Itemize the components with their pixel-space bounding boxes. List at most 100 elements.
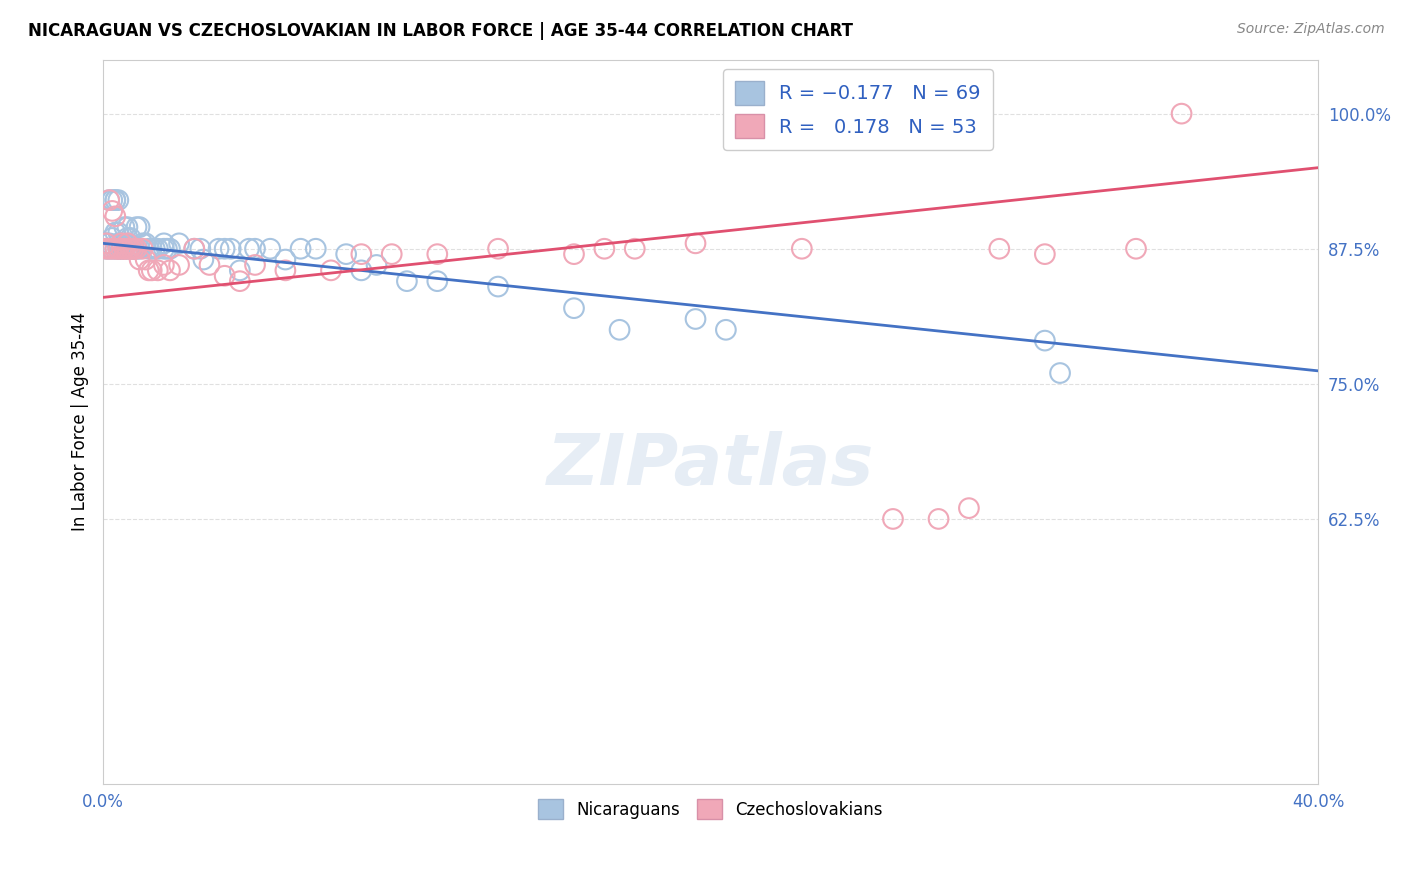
Point — [98, 193, 121, 207]
Point — [1033, 247, 1056, 261]
Point — [153, 258, 176, 272]
Point — [112, 242, 135, 256]
Point — [104, 242, 127, 256]
Point — [138, 263, 160, 277]
Point — [101, 242, 124, 256]
Point — [98, 242, 121, 256]
Point — [131, 242, 153, 256]
Point — [107, 193, 129, 207]
Point — [96, 236, 118, 251]
Point — [319, 263, 342, 277]
Point — [104, 193, 127, 207]
Point — [125, 220, 148, 235]
Point — [143, 242, 166, 256]
Point — [125, 242, 148, 256]
Point — [685, 312, 707, 326]
Point — [98, 193, 121, 207]
Point — [112, 242, 135, 256]
Point — [112, 220, 135, 235]
Text: NICARAGUAN VS CZECHOSLOVAKIAN IN LABOR FORCE | AGE 35-44 CORRELATION CHART: NICARAGUAN VS CZECHOSLOVAKIAN IN LABOR F… — [28, 22, 853, 40]
Point — [96, 236, 118, 251]
Point — [117, 242, 139, 256]
Point — [117, 236, 139, 251]
Legend: Nicaraguans, Czechoslovakians: Nicaraguans, Czechoslovakians — [531, 792, 890, 826]
Point — [183, 242, 205, 256]
Point — [156, 242, 179, 256]
Point — [274, 263, 297, 277]
Y-axis label: In Labor Force | Age 35-44: In Labor Force | Age 35-44 — [72, 312, 89, 532]
Point — [107, 226, 129, 240]
Point — [120, 242, 142, 256]
Point — [110, 242, 132, 256]
Point — [131, 236, 153, 251]
Point — [486, 279, 509, 293]
Point — [183, 242, 205, 256]
Point — [117, 231, 139, 245]
Point — [101, 231, 124, 245]
Point — [790, 242, 813, 256]
Point — [1049, 366, 1071, 380]
Point — [207, 242, 229, 256]
Point — [486, 242, 509, 256]
Point — [229, 274, 252, 288]
Point — [198, 258, 221, 272]
Point — [104, 242, 127, 256]
Point — [685, 236, 707, 251]
Point — [426, 274, 449, 288]
Point — [623, 242, 645, 256]
Point — [125, 242, 148, 256]
Point — [101, 203, 124, 218]
Point — [128, 252, 150, 267]
Point — [609, 323, 631, 337]
Point — [882, 512, 904, 526]
Point — [366, 258, 388, 272]
Point — [714, 323, 737, 337]
Point — [101, 193, 124, 207]
Point — [122, 242, 145, 256]
Point — [120, 242, 142, 256]
Point — [112, 236, 135, 251]
Point — [243, 258, 266, 272]
Point — [120, 242, 142, 256]
Point — [214, 242, 236, 256]
Point — [153, 242, 176, 256]
Point — [159, 242, 181, 256]
Point — [107, 242, 129, 256]
Point — [146, 242, 169, 256]
Point — [562, 247, 585, 261]
Point — [426, 247, 449, 261]
Point — [243, 242, 266, 256]
Point — [188, 242, 211, 256]
Point — [117, 220, 139, 235]
Point — [110, 242, 132, 256]
Point — [141, 242, 163, 256]
Point — [159, 263, 181, 277]
Point — [167, 258, 190, 272]
Point — [107, 242, 129, 256]
Point — [259, 242, 281, 256]
Point — [988, 242, 1011, 256]
Point — [229, 263, 252, 277]
Point — [928, 512, 950, 526]
Point — [214, 268, 236, 283]
Point — [112, 242, 135, 256]
Point — [593, 242, 616, 256]
Point — [381, 247, 404, 261]
Point — [122, 242, 145, 256]
Point — [110, 236, 132, 251]
Point — [104, 226, 127, 240]
Point — [120, 231, 142, 245]
Point — [117, 242, 139, 256]
Point — [122, 242, 145, 256]
Point — [193, 252, 215, 267]
Point — [96, 242, 118, 256]
Point — [128, 220, 150, 235]
Point — [104, 210, 127, 224]
Point — [562, 301, 585, 315]
Point — [153, 236, 176, 251]
Point — [335, 247, 357, 261]
Point — [104, 193, 127, 207]
Point — [101, 242, 124, 256]
Point — [395, 274, 418, 288]
Point — [350, 247, 373, 261]
